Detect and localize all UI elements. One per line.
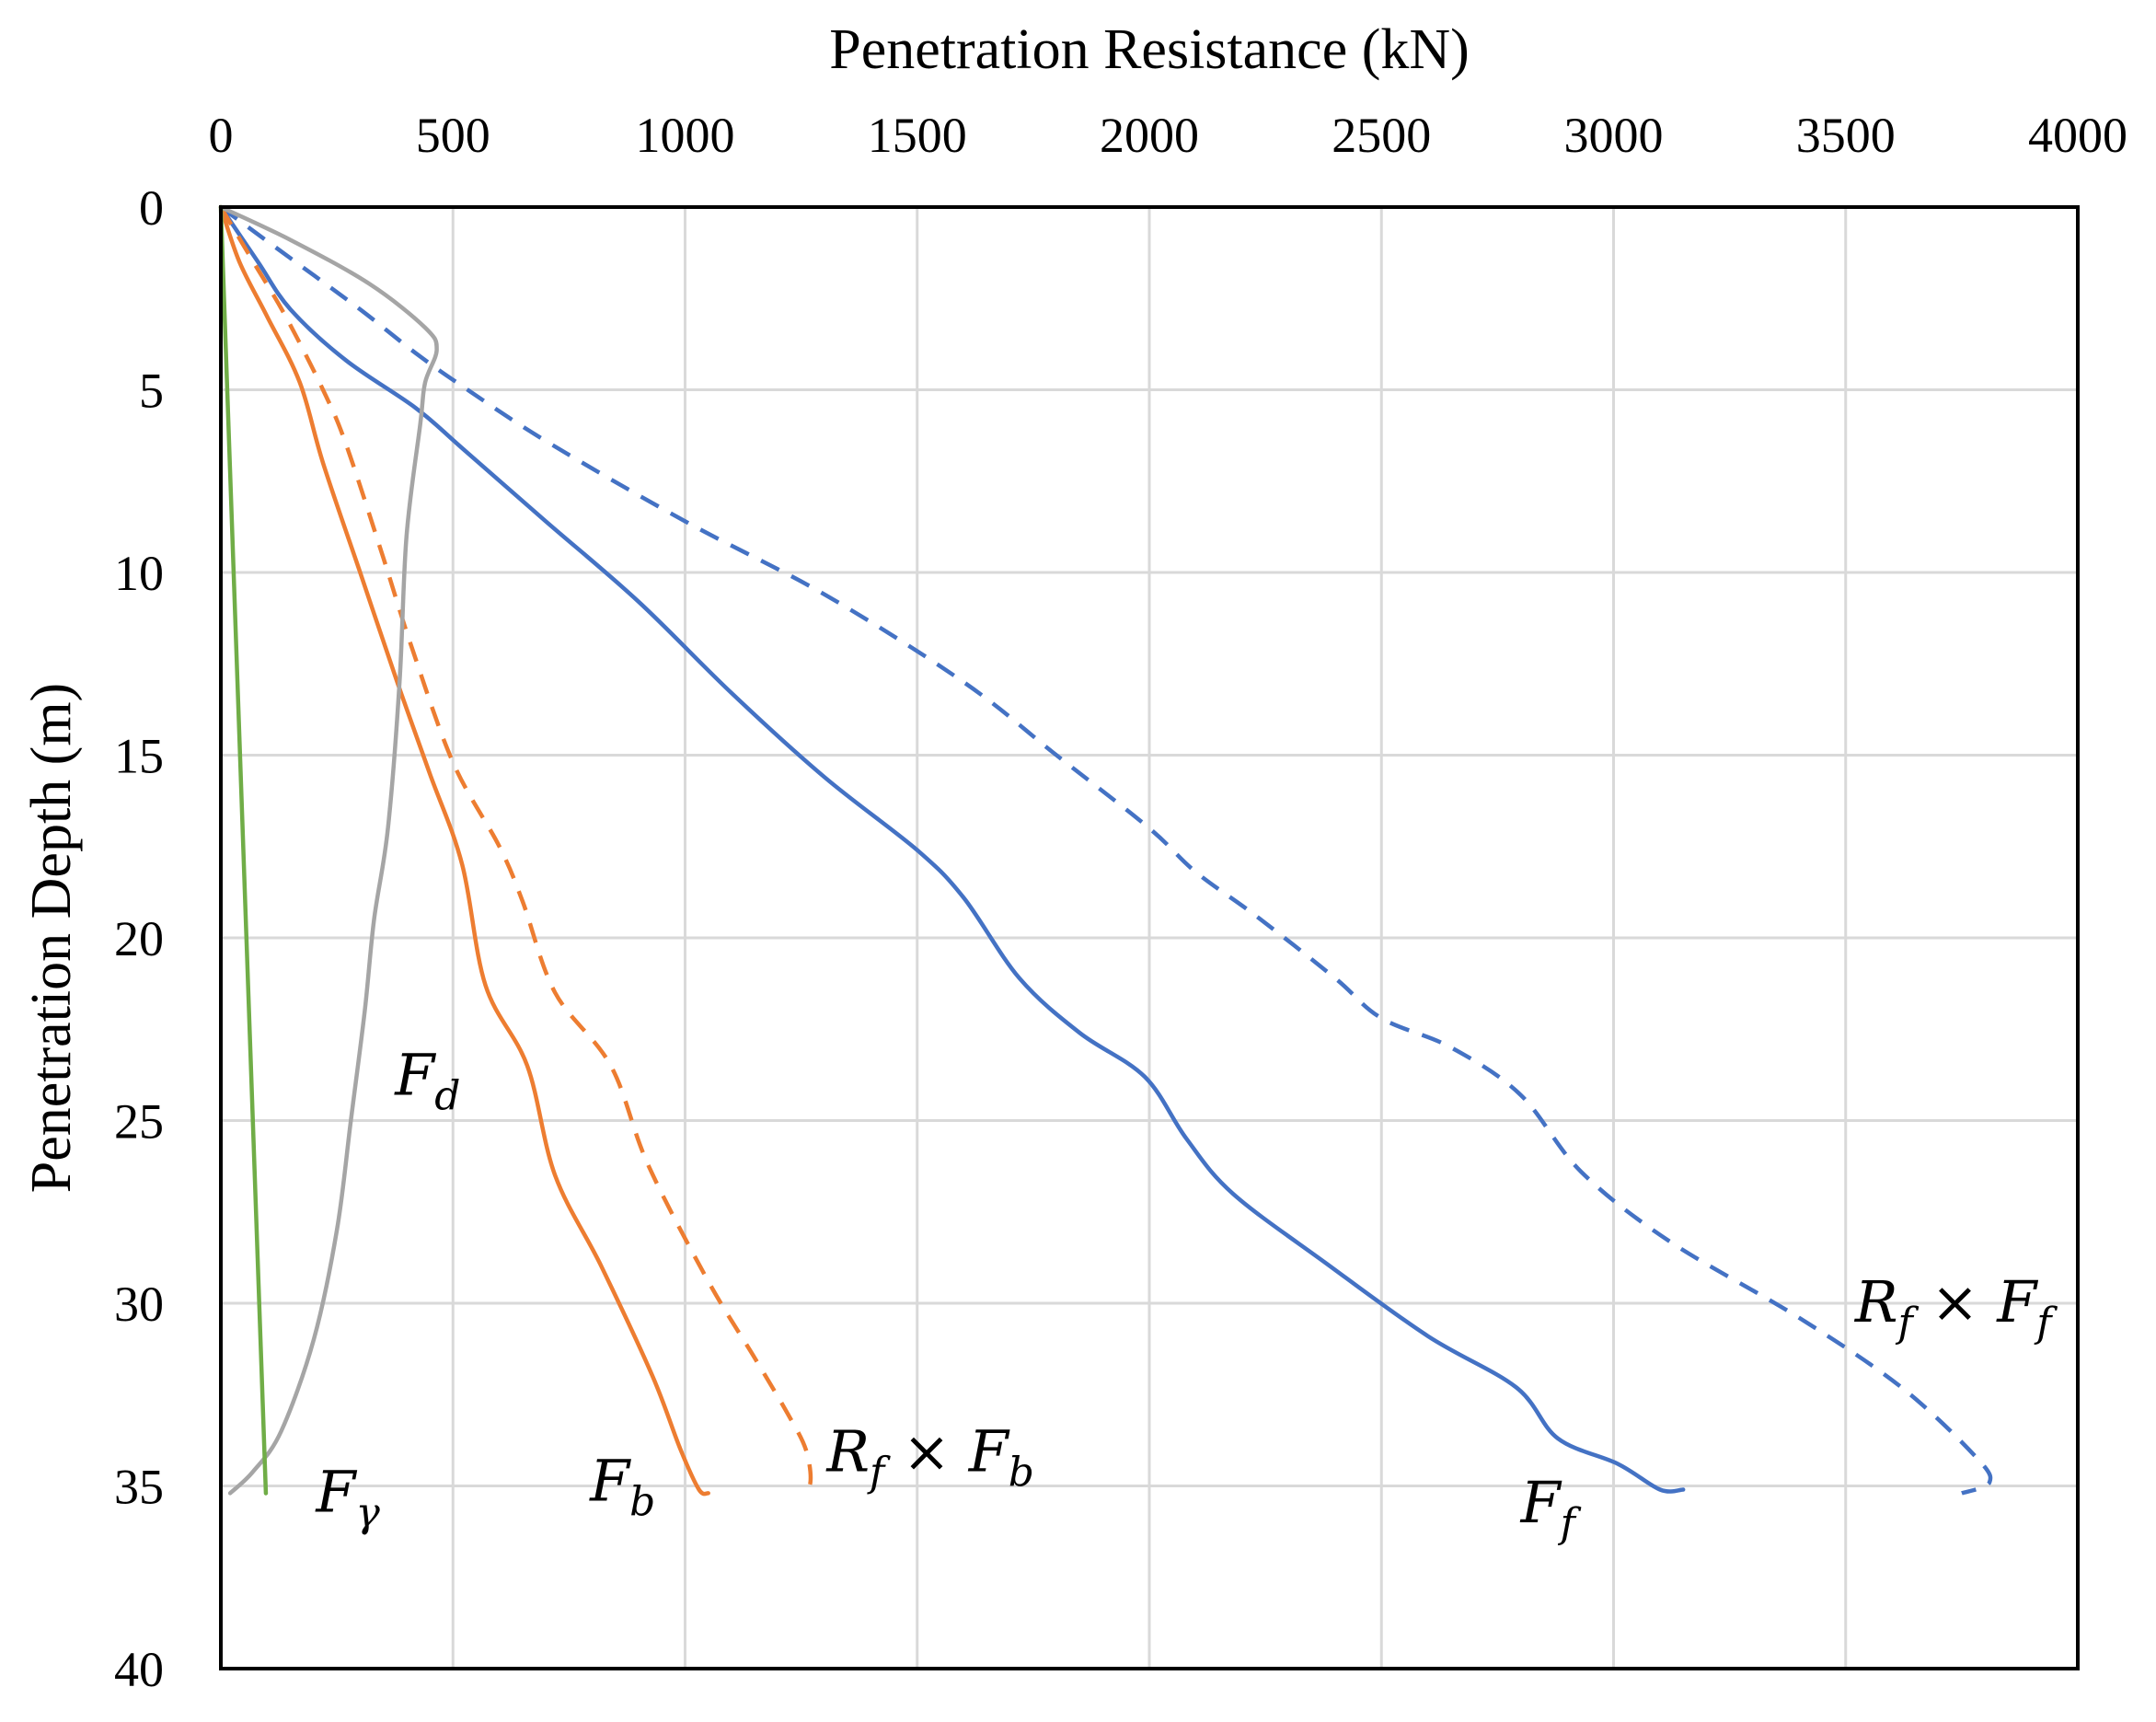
series-fgamma-line [218,204,269,1496]
x-tick-label: 500 [416,108,490,163]
y-axis-title: Penetration Depth (m) [20,683,83,1193]
series-fb-line [218,204,710,1497]
grid [221,207,2078,1669]
curve-label-part: F [1520,1469,1562,1536]
series-rf-fb-line [219,205,813,1496]
curve-label: Rf × Fb [825,1418,1034,1497]
curve-label: Rf × Ff [1854,1268,2058,1346]
curve-label-part: F [394,1042,436,1109]
y-tick-label: 40 [114,1642,164,1697]
curve-label-part: γ [355,1489,380,1536]
x-axis-title: Penetration Resistance (kN) [829,18,1470,81]
curve-label-part: f [1558,1500,1582,1547]
x-tick-label: 1000 [636,108,735,163]
curve-label-part: F [315,1458,357,1525]
curve-label-part: × [1913,1268,1997,1335]
curve-label-part: F [589,1447,631,1514]
curve-label: Fb [589,1447,655,1525]
plot-area-frame [219,205,2080,1670]
curve-label: Ff [1520,1469,1582,1547]
series-fd-line [218,204,439,1496]
x-tick-label: 3500 [1796,108,1896,163]
curve-label-part: d [434,1073,460,1120]
series-rf-ff-line [219,205,1993,1496]
x-tick-label: 4000 [2028,108,2127,163]
curve-label-part: F [968,1418,1010,1485]
x-tick-label: 2500 [1332,108,1431,163]
series-lines [218,204,1993,1497]
curve-label-part: b [1009,1450,1034,1497]
curve-label-part: F [1996,1268,2038,1335]
y-tick-label: 0 [139,180,164,236]
y-tick-label: 30 [114,1277,164,1332]
y-tick-label: 5 [139,364,164,419]
x-tick-label: 3000 [1564,108,1664,163]
curve-label-part: f [2034,1300,2058,1346]
y-tick-label: 25 [114,1094,164,1150]
x-tick-label: 1500 [868,108,967,163]
tick-labels: 0 500 1000 1500 2000 2500 3000 3500 4000 0 5 10 15 20… [114,108,2127,1697]
curve-label: Fγ [315,1458,380,1536]
y-tick-label: 15 [114,729,164,784]
curve-label-part: R [825,1418,870,1485]
curve-label-part: R [1854,1268,1898,1335]
x-tick-label: 2000 [1100,108,1199,163]
y-tick-label: 35 [114,1460,164,1515]
y-tick-label: 10 [114,546,164,601]
curve-label: Fd [394,1042,460,1120]
curve-label-part: × [884,1418,968,1485]
y-tick-label: 20 [114,911,164,966]
x-tick-label: 0 [209,108,234,163]
series-ff-line [218,204,1686,1494]
curve-label-part: b [629,1478,655,1525]
